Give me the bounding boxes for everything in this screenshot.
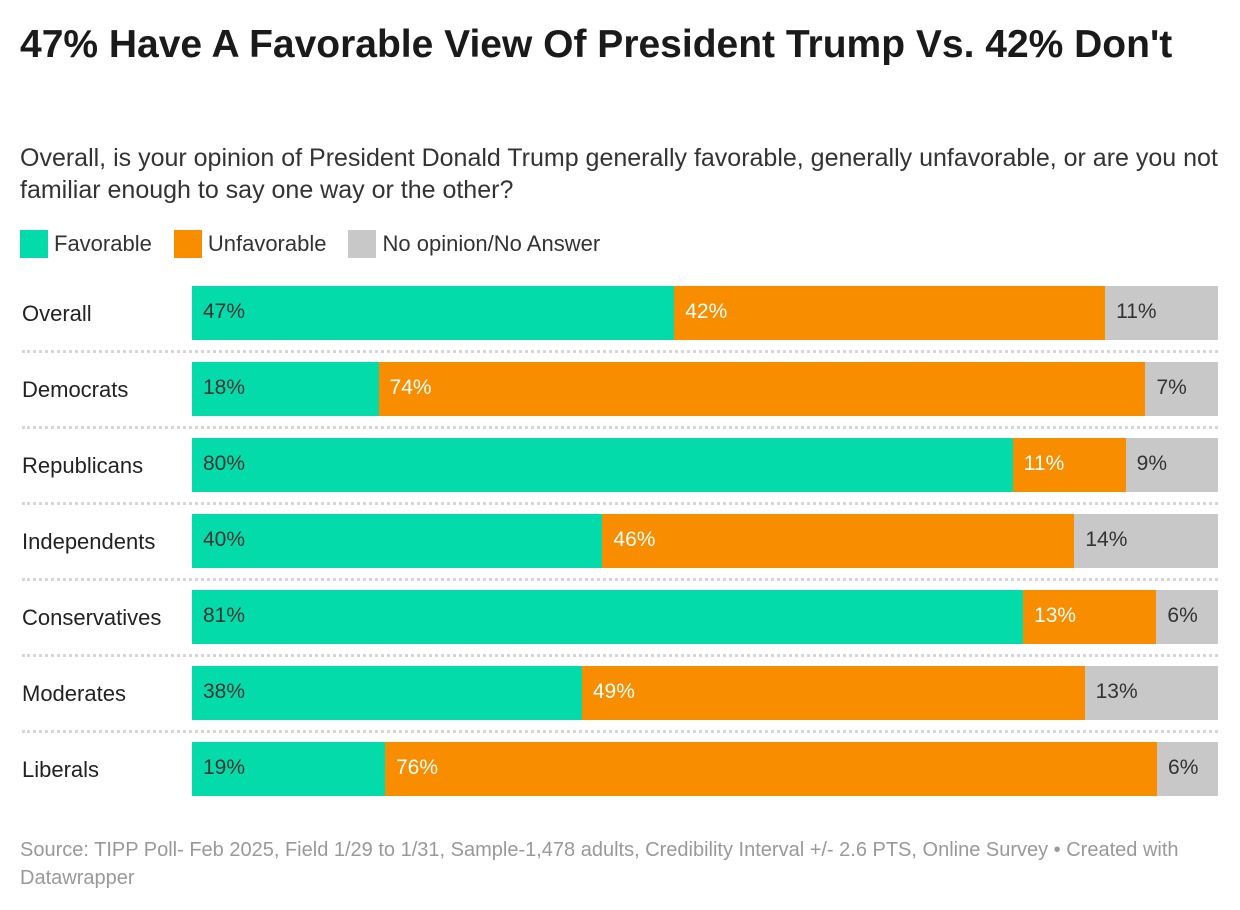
data-label: 13%: [1095, 680, 1138, 703]
stacked-bar: 19% 76% 6%: [192, 742, 1218, 796]
bar-row: Independents 40% 46% 14%: [0, 514, 1240, 568]
bar-segment-no-opinion-no-answer: 7%: [1145, 362, 1218, 416]
data-label: 38%: [203, 680, 246, 703]
bar-row: Liberals 19% 76% 6%: [0, 742, 1240, 796]
bar-row: Overall 47% 42% 11%: [0, 286, 1240, 340]
bar-segment-no-opinion-no-answer: 14%: [1074, 514, 1218, 568]
stacked-bar: 18% 74% 7%: [192, 362, 1218, 416]
data-label: 47%: [203, 300, 246, 323]
data-label: 19%: [203, 756, 246, 779]
bar-segment-unfavorable: 46%: [602, 514, 1075, 568]
category-label: Republicans: [22, 453, 144, 478]
row-separator: [22, 578, 1218, 581]
row-separator: [22, 426, 1218, 429]
bar-segment-no-opinion-no-answer: 6%: [1157, 742, 1218, 796]
legend-item: Favorable: [20, 230, 152, 258]
category-label: Conservatives: [22, 605, 162, 630]
data-label: 9%: [1136, 452, 1168, 475]
bar-segment-unfavorable: 13%: [1023, 590, 1157, 644]
legend-swatch: [20, 230, 48, 258]
stacked-bar: 40% 46% 14%: [192, 514, 1218, 568]
bar-segment-unfavorable: 11%: [1012, 438, 1126, 492]
source-footer: Source: TIPP Poll- Feb 2025, Field 1/29 …: [20, 839, 1179, 889]
category-label: Independents: [22, 529, 156, 554]
data-label: 6%: [1167, 604, 1198, 627]
legend-swatch: [173, 230, 202, 258]
data-label: 76%: [396, 756, 439, 779]
data-label: 49%: [592, 680, 635, 703]
bar-segment-favorable: 80%: [192, 438, 1013, 492]
bar-row: Republicans 80% 11% 9%: [0, 438, 1240, 492]
row-separator: [22, 350, 1218, 353]
data-label: 42%: [685, 300, 728, 323]
legend: Favorable Unfavorable No opinion/No Answer: [20, 230, 600, 258]
bar-segment-favorable: 47%: [192, 286, 675, 340]
category-label: Overall: [22, 301, 92, 326]
chart-subtitle: Overall, is your opinion of President Do…: [20, 144, 1218, 204]
data-label: 81%: [203, 604, 246, 627]
data-label: 80%: [203, 452, 246, 475]
legend-swatch: [348, 230, 377, 258]
chart-title: 47% Have A Favorable View Of President T…: [20, 23, 1173, 66]
data-label: 11%: [1023, 452, 1065, 475]
bar-segment-favorable: 40%: [192, 514, 603, 568]
stacked-bar: 81% 13% 6%: [192, 590, 1218, 644]
bar-row: Moderates 38% 49% 13%: [0, 666, 1240, 720]
data-label: 11%: [1116, 300, 1157, 323]
bar-segment-no-opinion-no-answer: 6%: [1156, 590, 1218, 644]
bar-segment-no-opinion-no-answer: 11%: [1105, 286, 1218, 340]
data-label: 46%: [613, 528, 656, 551]
legend-label: Favorable: [54, 231, 152, 256]
data-label: 7%: [1156, 376, 1187, 399]
data-label: 14%: [1085, 528, 1128, 551]
bar-segment-unfavorable: 42%: [674, 286, 1106, 340]
bar-segment-favorable: 81%: [192, 590, 1024, 644]
data-label: 18%: [203, 376, 246, 399]
category-label: Democrats: [22, 377, 129, 402]
bar-segment-favorable: 19%: [192, 742, 385, 796]
data-label: 40%: [203, 528, 246, 551]
stacked-bar: 80% 11% 9%: [192, 438, 1218, 492]
bar-segment-unfavorable: 49%: [581, 666, 1085, 720]
category-label: Moderates: [22, 681, 126, 706]
data-label: 13%: [1034, 604, 1077, 627]
stacked-bar: 38% 49% 13%: [192, 666, 1218, 720]
bar-segment-no-opinion-no-answer: 13%: [1084, 666, 1218, 720]
bar-segment-favorable: 38%: [192, 666, 582, 720]
stacked-bar: 47% 42% 11%: [192, 286, 1218, 340]
legend-label: Unfavorable: [207, 231, 327, 256]
bar-segment-unfavorable: 74%: [378, 362, 1146, 416]
data-label: 74%: [389, 376, 432, 399]
bar-segment-no-opinion-no-answer: 9%: [1125, 438, 1218, 492]
bar-row: Democrats 18% 74% 7%: [0, 362, 1240, 416]
row-separator: [22, 654, 1218, 657]
legend-label: No opinion/No Answer: [382, 231, 601, 256]
data-label: 6%: [1168, 756, 1199, 779]
row-separator: [22, 502, 1218, 505]
bar-segment-unfavorable: 76%: [385, 742, 1158, 796]
category-label: Liberals: [22, 757, 100, 782]
legend-item: Unfavorable: [173, 230, 327, 258]
legend-item: No opinion/No Answer: [348, 230, 600, 258]
bar-row: Conservatives 81% 13% 6%: [0, 590, 1240, 644]
bar-segment-favorable: 18%: [192, 362, 379, 416]
row-separator: [22, 730, 1218, 733]
